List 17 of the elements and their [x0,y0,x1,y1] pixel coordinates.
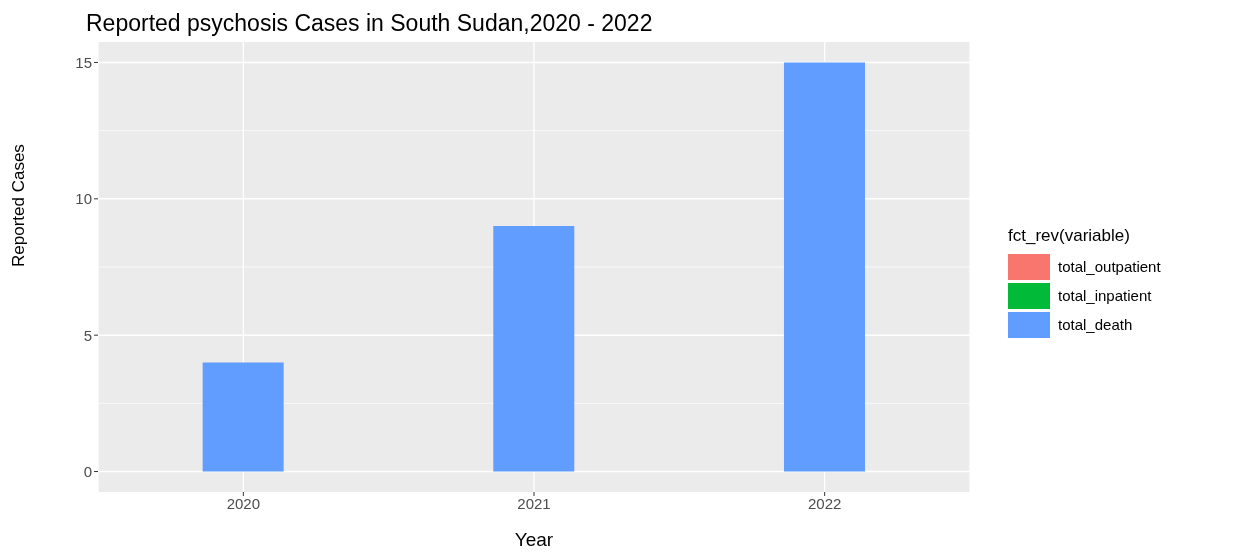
y-axis-title: Reported Cases [9,144,29,267]
bar [783,62,865,472]
x-tick-label: 2022 [807,494,842,512]
x-tick-label: 2021 [517,494,551,512]
bar [493,226,575,472]
y-tick-label: 10 [75,190,92,208]
legend-title: fct_rev(variable) [1008,226,1131,246]
legend-label: total_outpatient [1058,258,1161,275]
x-axis-title: Year [514,529,554,550]
legend-label: total_inpatient [1058,287,1152,304]
y-tick-label: 5 [83,326,92,344]
legend-label: total_death [1058,316,1133,333]
y-tick-label: 0 [83,462,92,480]
y-tick-label: 15 [75,53,92,71]
chart-title: Reported psychosis Cases in South Sudan,2020 - 2022 [86,10,653,37]
bar [202,362,284,472]
x-tick-label: 2020 [226,494,261,512]
